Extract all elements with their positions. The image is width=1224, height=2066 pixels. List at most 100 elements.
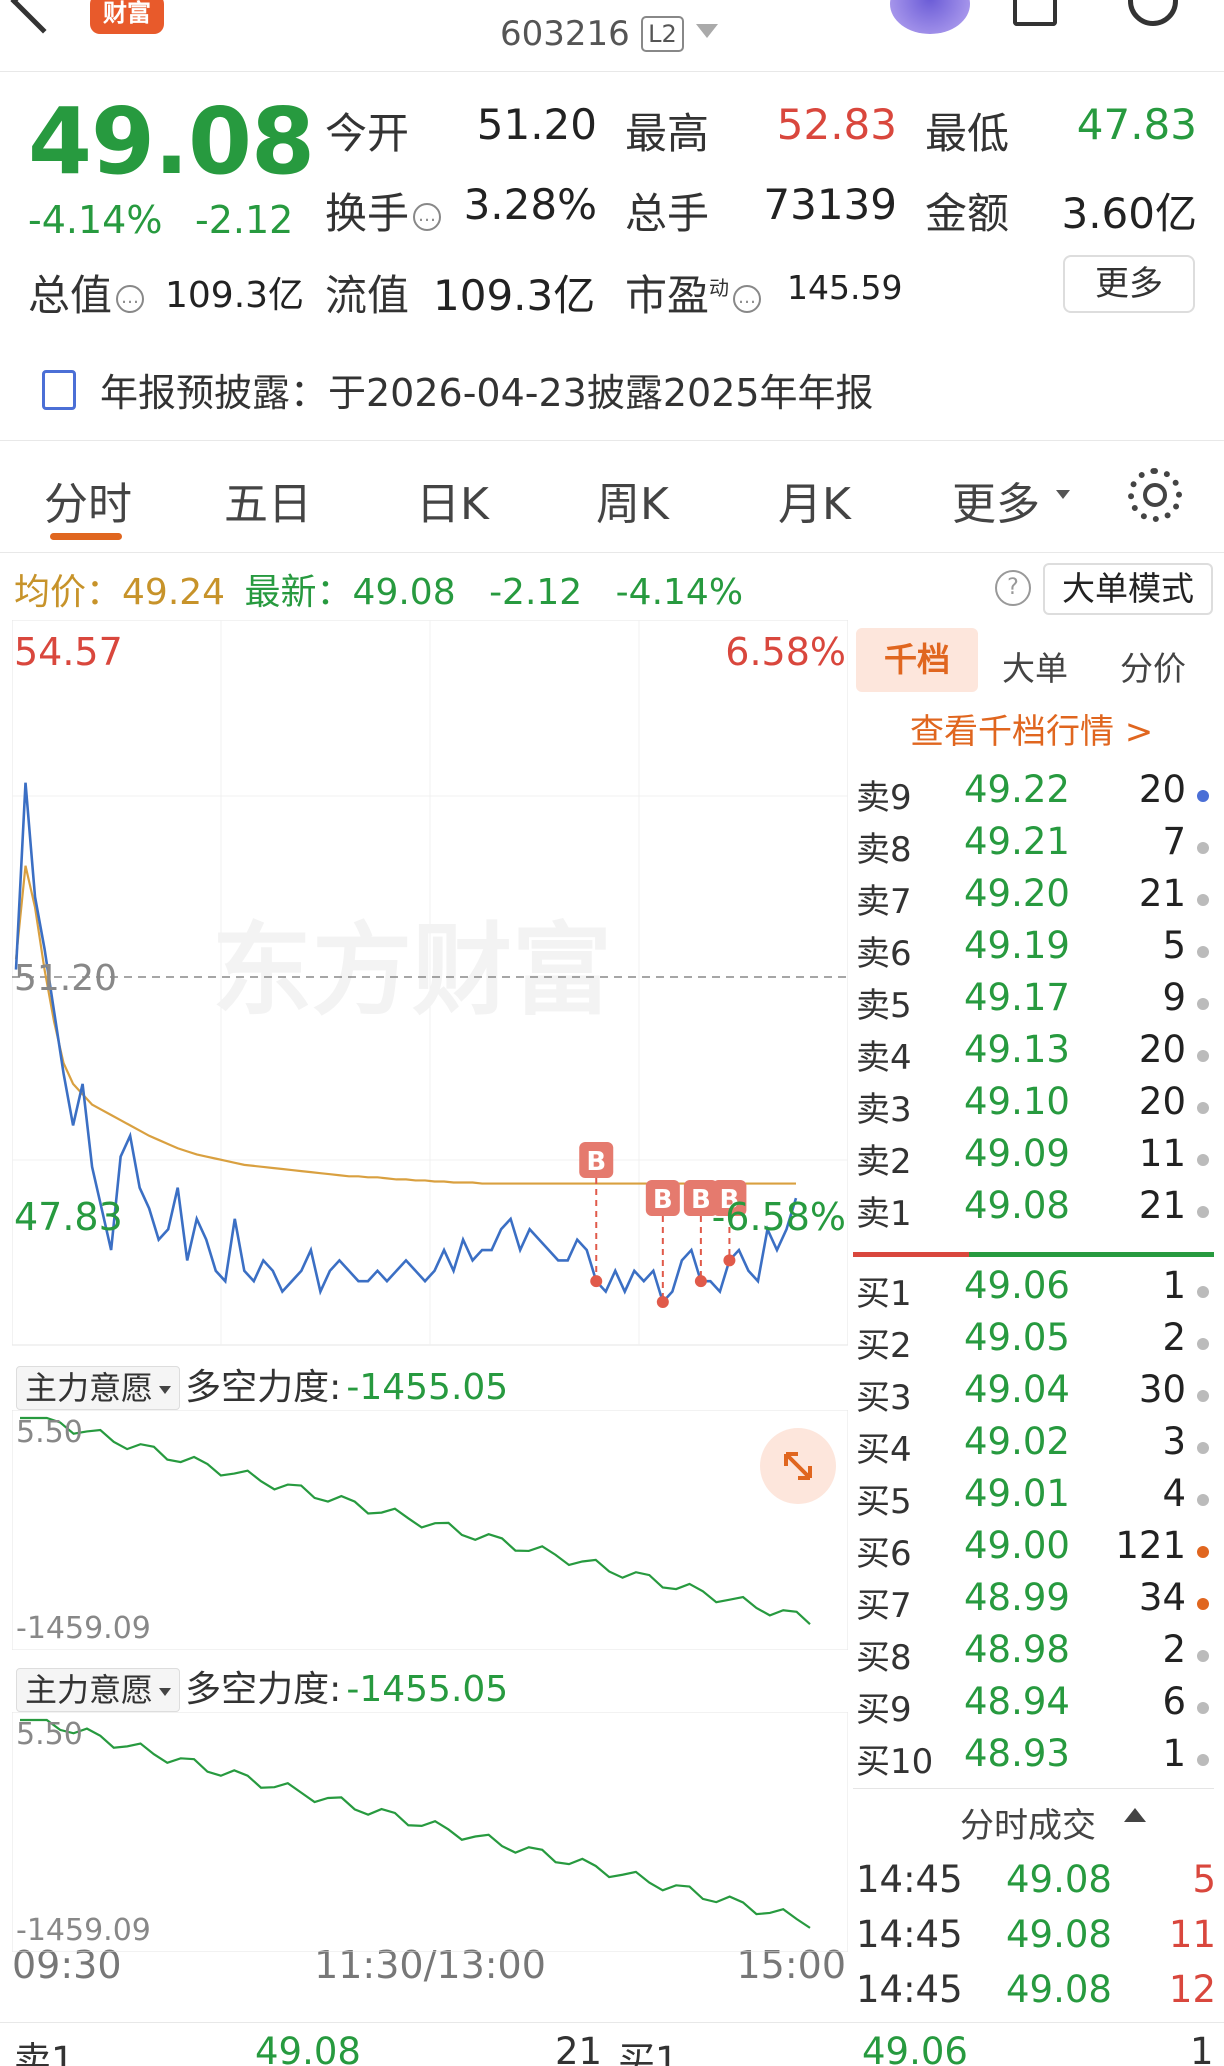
share-icon[interactable] [1013,0,1057,26]
level-volume: 2 [1162,1316,1186,1359]
stock-code[interactable]: 603216 [500,14,630,54]
bid-row[interactable]: 买8 48.98 2 [856,1628,1216,1680]
indicator-select[interactable]: 主力意愿 [16,1668,181,1712]
chart-watermark: 东方财富 [212,912,612,1029]
level-label: 买10 [856,1742,934,1782]
status-dot [1197,1442,1209,1454]
x-tick-close: 15:00 [736,1943,846,1987]
level-price: 49.22 [964,768,1070,811]
gear-icon[interactable] [1128,468,1182,522]
high-value: 52.83 [776,100,897,149]
high-label: 最高 [625,109,710,158]
caret-down-icon [159,1386,172,1394]
level-price: 49.06 [964,1264,1070,1307]
trade-volume: 5 [1192,1858,1216,1901]
buy-marker[interactable]: B [712,1180,747,1267]
ask-ratio-bar [853,1252,969,1257]
bid-row[interactable]: 买5 49.01 4 [856,1472,1216,1524]
indicator-bottom-label: -1459.09 [16,1913,151,1948]
caret-up-icon[interactable] [1124,1808,1146,1822]
status-dot [1197,1598,1209,1610]
bid-row[interactable]: 买4 49.02 3 [856,1420,1216,1472]
trades-title[interactable]: 分时成交 [960,1806,1096,1846]
status-dot [1197,842,1209,854]
chevron-down-icon[interactable] [696,24,718,38]
ask-row[interactable]: 卖9 49.22 20 [856,768,1216,820]
info-icon[interactable]: … [116,284,145,313]
indicator-label: 多空力度: [185,1367,342,1408]
marker-label: B [653,1185,673,1215]
annual-report-notice[interactable]: 年报预披露：于2026-04-23披露2025年年报 [100,371,874,415]
indicator-value: -1455.05 [346,1669,509,1710]
level-volume: 21 [1138,1184,1186,1227]
bid-row[interactable]: 买9 48.94 6 [856,1680,1216,1732]
level-price: 49.13 [964,1028,1070,1071]
level-volume: 11 [1138,1132,1186,1175]
intraday-chart[interactable]: 东方财富 BB B B 54.57 6.58% 51.20 47.83 -6.58%… [12,620,848,2020]
bid-row[interactable]: 买10 48.93 1 [856,1732,1216,1784]
buy-marker[interactable]: B [645,1180,680,1308]
indicator-label: 多空力度: [185,1669,342,1710]
level-badge[interactable]: L2 [641,16,684,52]
level-label: 买9 [856,1690,912,1730]
ask-row[interactable]: 卖6 49.19 5 [856,924,1216,976]
volume-value: 73139 [763,180,897,229]
bid-row[interactable]: 买6 49.00 121 [856,1524,1216,1576]
tab-daily-k[interactable]: 日K [416,479,489,530]
latest-label: 最新： [244,572,353,613]
ask-row[interactable]: 卖2 49.09 11 [856,1132,1216,1184]
more-button[interactable]: 更多 [1063,255,1195,313]
buy-marker[interactable]: B [579,1142,614,1288]
indicator-select[interactable]: 主力意愿 [16,1366,181,1410]
bid-row[interactable]: 买7 48.99 34 [856,1576,1216,1628]
ask-row[interactable]: 卖3 49.10 20 [856,1080,1216,1132]
status-dot [1197,1494,1209,1506]
tab-price-distribution[interactable]: 分价 [1120,649,1186,688]
indicator-header-1: 主力意愿 多空力度: -1455.05 [16,1358,508,1410]
tab-more[interactable]: 更多 [952,479,1040,530]
brand-badge: 财富 [90,0,164,34]
tab-thousand-level[interactable]: 千档 [856,628,978,692]
level-volume: 30 [1138,1368,1186,1411]
trade-time: 14:45 [856,1913,963,1956]
info-icon[interactable]: … [413,202,442,231]
total-value: 109.3亿 [165,275,305,316]
level-label: 卖7 [856,882,912,922]
help-icon[interactable]: ? [995,570,1031,606]
trade-row: 14:45 49.08 5 [856,1858,1216,1908]
tab-five-day[interactable]: 五日 [224,479,312,530]
bid-row[interactable]: 买1 49.06 1 [856,1264,1216,1316]
ask-row[interactable]: 卖1 49.08 21 [856,1184,1216,1236]
caret-down-icon[interactable] [1056,490,1070,499]
indicator-top-label: 5.50 [16,1415,83,1450]
level-volume: 6 [1162,1680,1186,1723]
level-volume: 1 [1162,1264,1186,1307]
level-price: 49.20 [964,872,1070,915]
document-icon [42,370,76,410]
buy-marker[interactable]: B [683,1180,718,1288]
open-value: 51.20 [476,100,597,149]
y-max-pct-label: 6.58% [725,630,846,674]
ask-row[interactable]: 卖8 49.21 7 [856,820,1216,872]
tab-monthly-k[interactable]: 月K [778,479,851,530]
avg-price-value: 49.24 [122,572,226,613]
bid-row[interactable]: 买2 49.05 2 [856,1316,1216,1368]
bottom-ask-label: 卖1 [14,2039,75,2066]
bid-row[interactable]: 买3 49.04 30 [856,1368,1216,1420]
info-icon[interactable]: … [733,284,762,313]
tab-weekly-k[interactable]: 周K [596,479,669,530]
level-volume: 34 [1138,1576,1186,1619]
tab-big-order[interactable]: 大单 [1002,649,1068,688]
view-depth-link[interactable]: 查看千档行情 > [910,712,1154,752]
ask-row[interactable]: 卖7 49.20 21 [856,872,1216,924]
level-price: 49.02 [964,1420,1070,1463]
big-order-mode-button[interactable]: 大单模式 [1043,563,1213,615]
divider [0,552,1224,553]
ask-row[interactable]: 卖4 49.13 20 [856,1028,1216,1080]
ask-row[interactable]: 卖5 49.17 9 [856,976,1216,1028]
bottom-ask-price: 49.08 [255,2030,361,2066]
status-dot [1197,1754,1209,1766]
tab-intraday[interactable]: 分时 [44,479,132,530]
status-dot [1197,1702,1209,1714]
expand-icon[interactable] [760,1428,836,1504]
